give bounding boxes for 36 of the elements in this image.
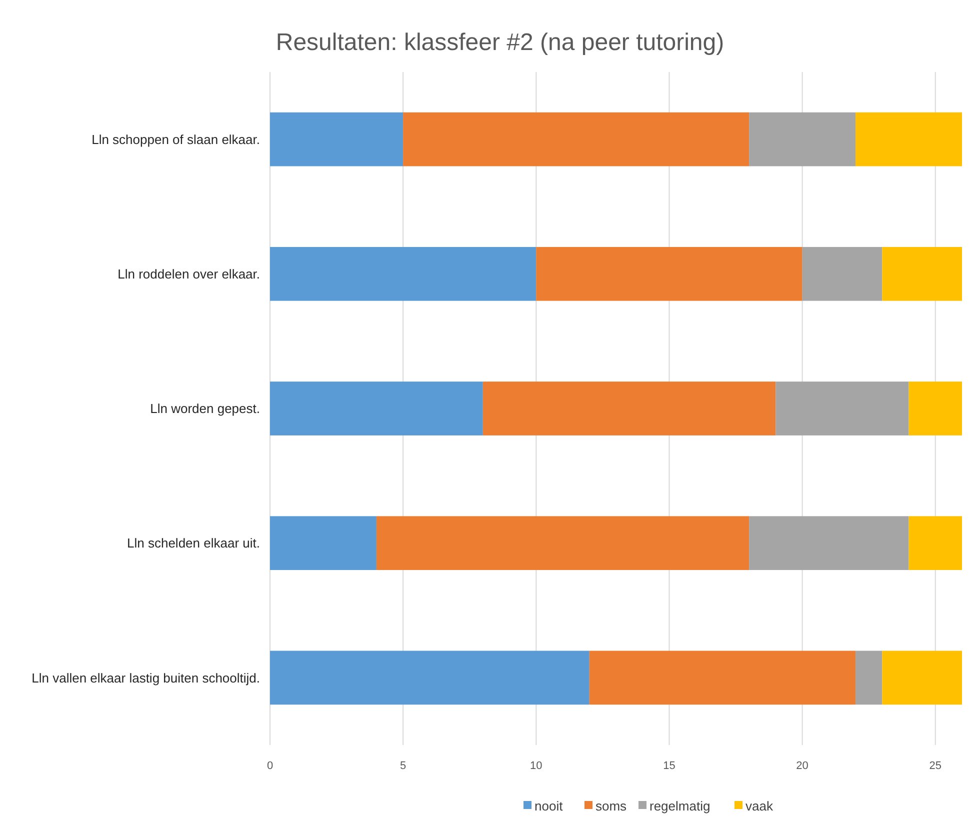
x-tick-label: 5 [400,760,406,772]
bar [749,112,856,166]
y-tick-label: Lln schoppen of slaan elkaar. [92,132,260,147]
bar [749,516,909,570]
x-tick-label: 15 [663,760,676,772]
bar [908,516,962,570]
bar [802,246,882,301]
y-tick-label: Lln roddelen over elkaar. [118,266,260,282]
bar [482,382,776,436]
x-tick-label: 0 [266,760,274,772]
legend-label: vaak [746,798,774,814]
legend-label: regelmatig [650,798,710,814]
bar [589,650,856,705]
bar [270,382,483,436]
bar [536,246,802,301]
bar [270,516,376,570]
bar [270,112,404,166]
bar [882,246,962,301]
bar [270,650,590,705]
x-tick-label: 20 [796,760,808,772]
bar [403,112,750,166]
y-tick-label: Lln worden gepest. [150,401,260,416]
bar [908,382,962,436]
bar [376,516,750,570]
x-tick-label: 10 [530,760,542,772]
legend-label: soms [596,798,628,814]
bar [856,650,882,705]
chart-title: Resultaten: klassfeer #2 (na peer tutoring) [276,29,724,56]
bar [776,382,909,436]
legend-label: nooit [534,798,564,814]
bar [882,650,962,705]
y-tick-label: Lln vallen elkaar lastig buiten schooltijd. [32,670,260,686]
y-tick-label: Lln schelden elkaar uit. [127,536,260,551]
bar [270,246,536,301]
bar [856,112,962,166]
x-tick-label: 25 [929,760,942,772]
